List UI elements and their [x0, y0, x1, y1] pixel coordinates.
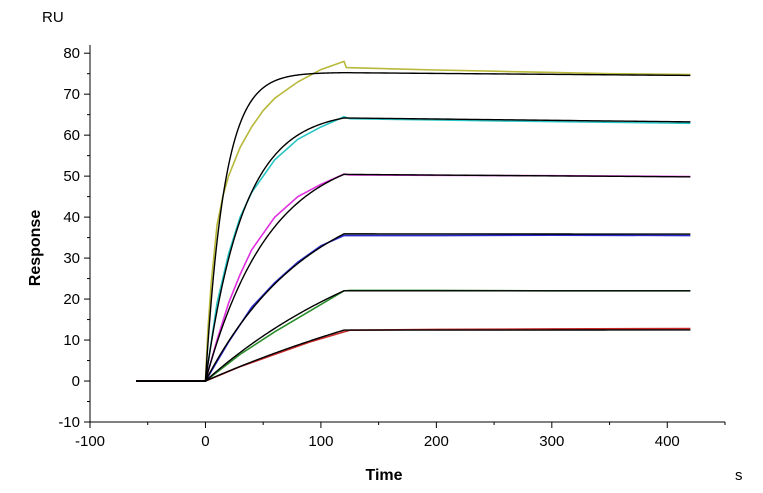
- x-tick-label: -100: [75, 433, 105, 450]
- axes: [89, 45, 725, 423]
- x-tick-label: 100: [308, 433, 333, 450]
- x-tick-label: 400: [655, 433, 680, 450]
- y-tick-label: -10: [58, 414, 80, 431]
- y-unit-label: RU: [42, 9, 64, 26]
- x-tick-label: 0: [201, 433, 209, 450]
- series-line-4: [136, 234, 691, 382]
- x-axis-title: Time: [365, 467, 402, 484]
- series-line-1: [136, 60, 691, 382]
- x-unit-label: s: [735, 467, 743, 484]
- x-tick-label: 300: [539, 433, 564, 450]
- y-tick-label: 0: [72, 373, 80, 390]
- fit-curve-5: [136, 290, 691, 382]
- y-tick-label: 70: [63, 86, 80, 103]
- fit-curve-4: [136, 233, 691, 382]
- x-tick-label: 200: [424, 433, 449, 450]
- y-tick-label: 30: [63, 250, 80, 267]
- fit-curve-6: [136, 329, 691, 382]
- y-tick-label: 60: [63, 127, 80, 144]
- series-line-2: [136, 115, 691, 382]
- fit-curve-2: [136, 117, 691, 382]
- y-tick-label: 40: [63, 209, 80, 226]
- fit-curve-1: [136, 71, 691, 382]
- fit-curve-3: [136, 173, 691, 382]
- series-line-3: [136, 173, 691, 382]
- fit-curves: [136, 71, 691, 382]
- y-tick-label: 50: [63, 168, 80, 185]
- y-tick-label: 10: [63, 332, 80, 349]
- y-tick-label: 20: [63, 291, 80, 308]
- y-axis-title: Response: [27, 210, 44, 287]
- y-tick-label: 80: [63, 45, 80, 62]
